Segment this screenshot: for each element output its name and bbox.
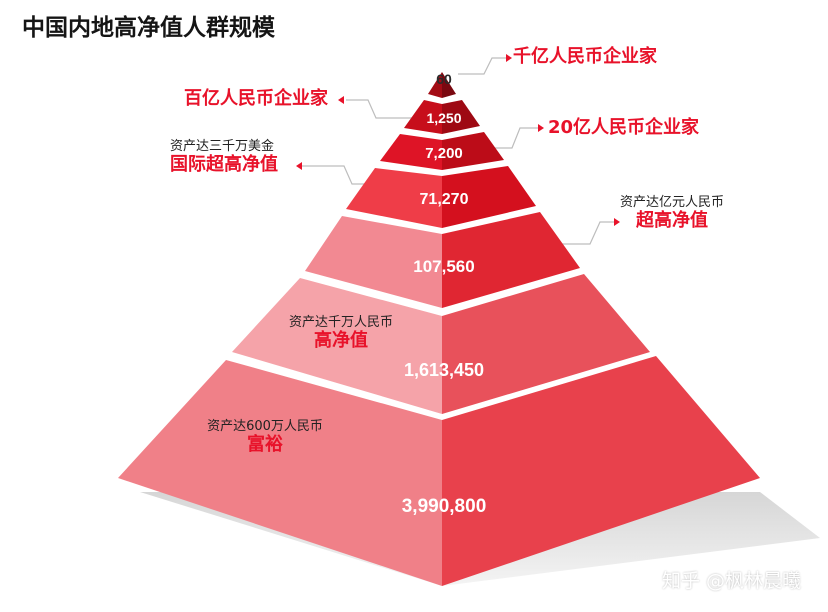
tier-4-right	[442, 166, 536, 228]
tier-2-right	[442, 100, 480, 134]
label-high-big: 高净值	[314, 329, 368, 351]
label-high: 资产达千万人民币 高净值	[266, 315, 416, 352]
tier-3-value: 7,200	[425, 145, 463, 162]
label-super-small: 资产达亿元人民币	[620, 195, 725, 210]
label-high-small: 资产达千万人民币	[288, 315, 393, 330]
tier-5-left	[305, 216, 442, 308]
tier-3-left	[380, 134, 442, 170]
connector-qianyi	[458, 57, 508, 75]
tier-4-left	[346, 168, 442, 228]
label-intl-small: 资产达三千万美金	[170, 139, 275, 154]
watermark: 知乎 @枫林晨曦	[662, 570, 802, 592]
label-qianyi: 千亿人民币企业家	[513, 46, 657, 68]
label-ershiyi: 20亿人民币企业家	[548, 117, 700, 139]
page-title: 中国内地高净值人群规模	[22, 15, 275, 41]
tier-7-left	[118, 360, 442, 586]
tier-2-value: 1,250	[426, 110, 461, 126]
tier-6-right	[442, 274, 650, 414]
label-super: 资产达亿元人民币 超高净值	[620, 195, 725, 232]
label-baiyi: 百亿人民币企业家	[184, 88, 328, 110]
connector-baiyi	[346, 99, 432, 119]
label-rich: 资产达600万人民币 富裕	[190, 419, 340, 456]
label-intl-big: 国际超高净值	[170, 153, 278, 175]
tier-4-value: 71,270	[420, 191, 469, 208]
tier-2-left	[404, 100, 442, 134]
label-baiyi-text: 百亿人民币企业家	[184, 88, 328, 109]
tier-5-right	[442, 212, 580, 308]
tier-6-left	[232, 278, 442, 414]
tier-7-value: 3,990,800	[402, 496, 487, 517]
tier-6-value: 1,613,450	[404, 360, 484, 380]
label-super-big: 超高净值	[636, 209, 708, 231]
label-rich-small: 资产达600万人民币	[207, 419, 323, 434]
connector-super	[560, 221, 616, 245]
tier-1-right	[442, 72, 456, 98]
tier-5-value: 107,560	[413, 257, 474, 276]
label-qianyi-text: 千亿人民币企业家	[513, 46, 657, 67]
tier-1-left	[428, 72, 442, 98]
tier-3-right	[442, 132, 504, 170]
tier-7-right	[442, 356, 760, 586]
label-intl: 资产达三千万美金 国际超高净值	[170, 139, 278, 176]
tier-1-value: 60	[436, 71, 452, 87]
label-ershiyi-text: 20亿人民币企业家	[548, 117, 700, 138]
label-rich-big: 富裕	[247, 433, 283, 455]
